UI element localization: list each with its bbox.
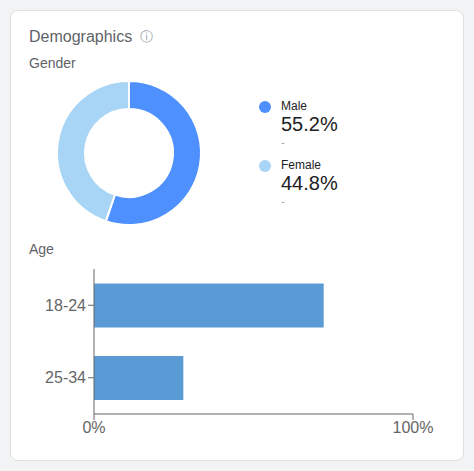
html-text:Male: Male	[281, 99, 307, 113]
svg-text:100%: 100%	[393, 419, 434, 436]
html-text:44.8%: 44.8%	[281, 172, 338, 194]
html-text:Demographics: Demographics	[29, 28, 133, 45]
html-text:55.2%: 55.2%	[281, 113, 338, 135]
svg-text:25-34: 25-34	[45, 369, 86, 386]
svg-text:0%: 0%	[82, 419, 105, 436]
html-text:Gender: Gender	[29, 55, 76, 71]
html-text:Female: Female	[281, 158, 321, 172]
svg-text:18-24: 18-24	[45, 297, 86, 314]
html-text:Age: Age	[29, 241, 54, 257]
